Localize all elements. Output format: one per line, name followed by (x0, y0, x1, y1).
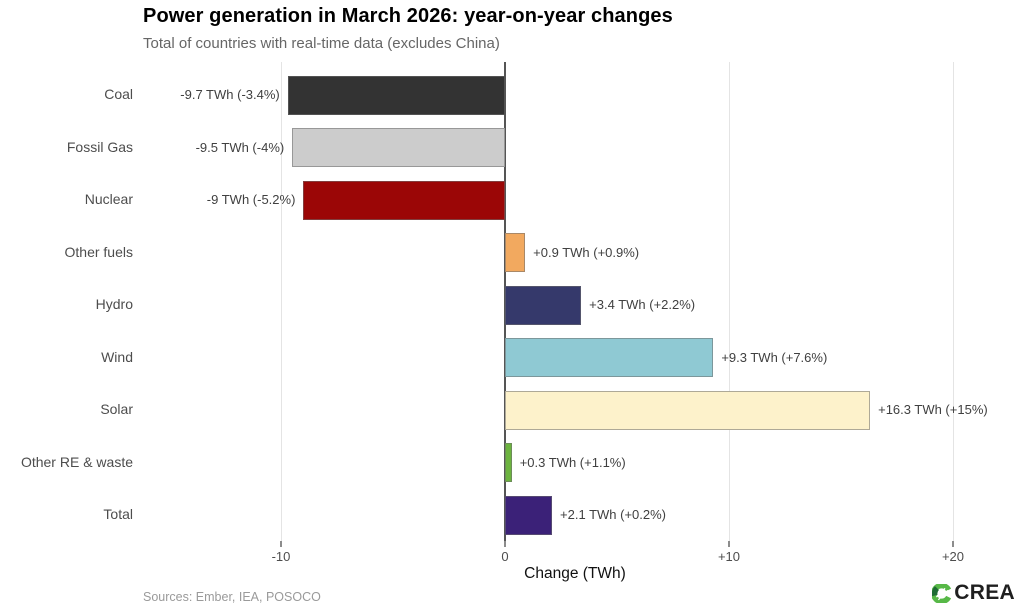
category-label-nuclear: Nuclear (84, 191, 133, 207)
chart-subtitle: Total of countries with real-time data (… (143, 35, 500, 52)
crea-logo: CREA (932, 581, 1015, 605)
value-label-fossil-gas: -9.5 TWh (-4%) (195, 139, 285, 155)
category-label-other-fuels: Other fuels (64, 243, 133, 260)
value-label-coal: -9.7 TWh (-3.4%) (180, 87, 280, 102)
x-tick-label: 0 (501, 549, 509, 564)
bar-other-re-waste (505, 443, 512, 482)
x-tick-0 (504, 541, 506, 547)
value-label-solar: +16.3 TWh (+15%) (878, 402, 988, 417)
value-label-total: +2.1 TWh (+0.2%) (560, 507, 667, 522)
crea-logo-text: CREA (954, 581, 1015, 604)
gridline-+10 (729, 62, 730, 541)
category-label-fossil-gas: Fossil Gas (66, 138, 133, 155)
value-label-wind: +9.3 TWh (+7.6%) (721, 349, 828, 365)
value-label-other-re-waste: +0.3 TWh (+1.1%) (519, 454, 626, 470)
bar-coal (287, 75, 505, 115)
bar-fossil-gas (292, 128, 505, 167)
sources-note: Sources: Ember, IEA, POSOCO (143, 590, 321, 604)
x-tick-label: -10 (271, 549, 291, 564)
x-tick-+20 (952, 541, 954, 547)
x-axis-title: Change (TWh) (524, 565, 626, 582)
x-tick-label: +10 (717, 549, 741, 564)
category-label-total: Total (103, 506, 133, 522)
value-label-hydro: +3.4 TWh (+2.2%) (589, 297, 696, 312)
gridline-+20 (953, 62, 954, 541)
category-label-coal: Coal (104, 86, 133, 102)
bar-nuclear (303, 180, 505, 220)
bar-hydro (505, 285, 582, 325)
bar-solar (505, 390, 871, 430)
x-tick--10 (280, 541, 282, 547)
category-label-hydro: Hydro (95, 296, 133, 312)
category-label-wind: Wind (101, 348, 133, 365)
x-tick-label: +20 (941, 549, 965, 564)
gridline--10 (281, 62, 282, 541)
chart-title: Power generation in March 2026: year-on-… (143, 5, 673, 27)
bar-other-fuels (505, 233, 526, 272)
x-tick-+10 (728, 541, 730, 547)
category-label-solar: Solar (100, 401, 133, 417)
crea-leaf-icon (932, 583, 952, 603)
bar-wind (505, 338, 714, 377)
value-label-nuclear: -9 TWh (-5.2%) (206, 192, 296, 207)
bar-total (505, 495, 553, 535)
value-label-other-fuels: +0.9 TWh (+0.9%) (533, 244, 640, 260)
category-label-other-re-waste: Other RE & waste (20, 453, 133, 470)
